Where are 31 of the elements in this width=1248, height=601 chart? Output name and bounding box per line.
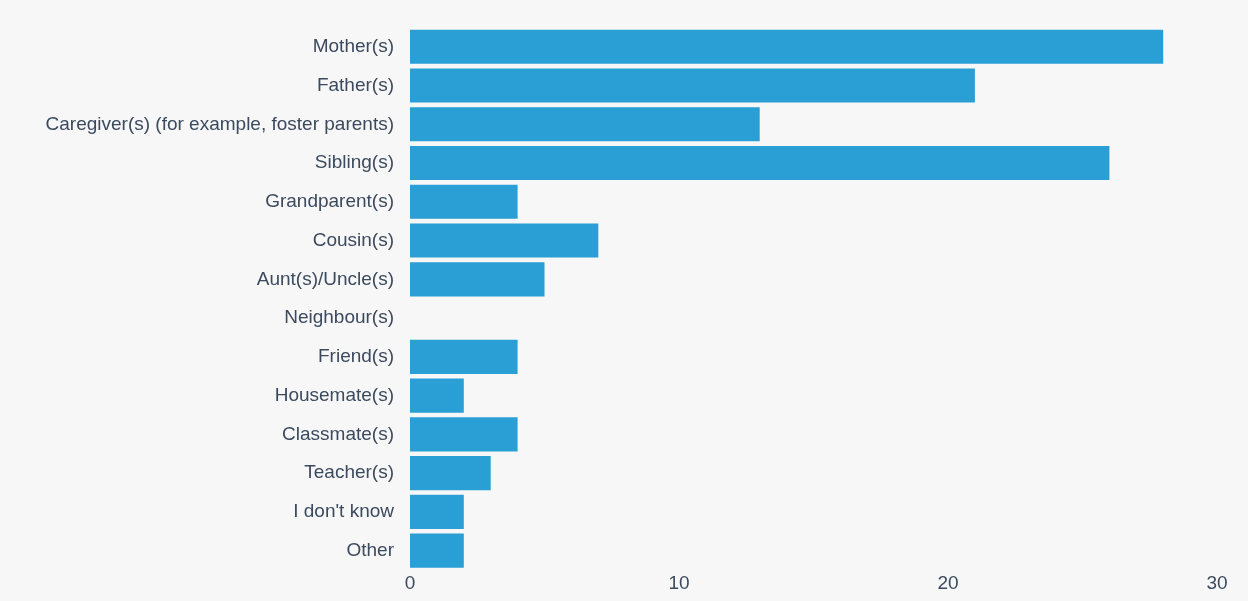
bar	[410, 68, 975, 103]
x-tick-label: 10	[668, 571, 690, 593]
bar	[410, 184, 518, 219]
y-tick-label: Housemate(s)	[274, 383, 394, 405]
y-tick-label: Mother(s)	[312, 35, 394, 57]
y-tick-label: Other	[346, 538, 395, 560]
y-tick-label: Grandparent(s)	[265, 190, 394, 212]
bar	[410, 223, 599, 258]
y-tick-label: Aunt(s)/Uncle(s)	[256, 267, 394, 289]
bar	[410, 494, 464, 529]
y-tick-label: Classmate(s)	[282, 422, 394, 444]
bar	[410, 29, 1164, 64]
bar	[410, 107, 760, 142]
bar	[410, 533, 464, 568]
bar	[410, 146, 1110, 181]
y-tick-label: Sibling(s)	[314, 151, 394, 173]
y-tick-label: Father(s)	[316, 73, 394, 95]
x-tick-label: 30	[1206, 571, 1228, 593]
bar	[410, 378, 464, 413]
y-tick-label: Cousin(s)	[312, 228, 394, 250]
y-tick-label: Teacher(s)	[304, 461, 394, 483]
y-tick-label: Caregiver(s) (for example, foster parents)	[45, 112, 394, 134]
y-tick-label: Neighbour(s)	[284, 306, 394, 328]
bar	[410, 456, 491, 491]
bar	[410, 339, 518, 374]
x-tick-label: 20	[937, 571, 959, 593]
y-tick-label: I don't know	[293, 500, 395, 522]
y-tick-label: Friend(s)	[317, 345, 394, 367]
bar	[410, 417, 518, 452]
bar	[410, 262, 545, 297]
x-tick-label: 0	[404, 571, 416, 593]
